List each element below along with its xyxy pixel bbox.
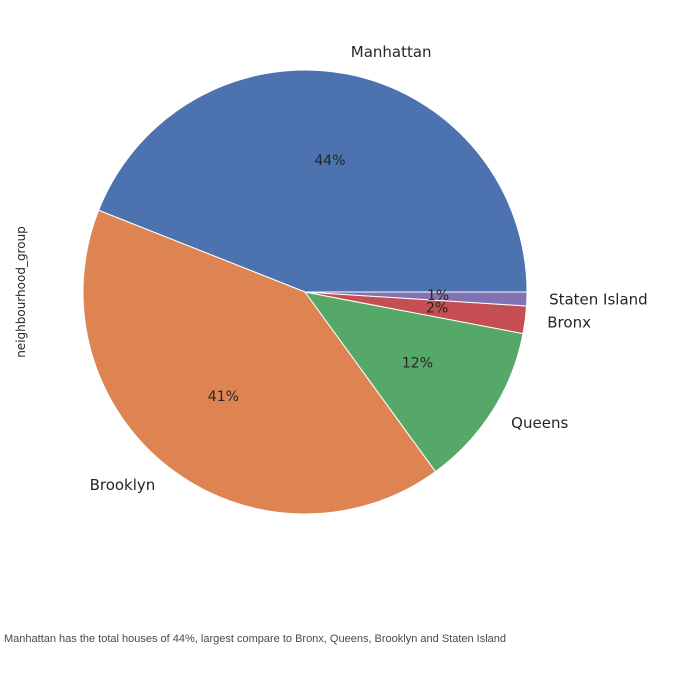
category-labels: Manhattan Brooklyn Queens Bronx Staten Islan… (90, 43, 648, 494)
percent-label-staten-island: 1% (427, 288, 449, 304)
percent-label-bronx: 2% (426, 301, 448, 317)
pie-slice-brooklyn (82, 209, 437, 515)
category-label-manhattan: Manhattan (351, 43, 432, 61)
percent-labels: 44% 41% 12% 2%1% (208, 153, 449, 405)
y-axis-label: neighbourhood_group (14, 226, 28, 358)
category-label-queens: Queens (511, 414, 568, 432)
category-label-bronx: Bronx (547, 314, 591, 332)
category-label-brooklyn: Brooklyn (90, 476, 156, 494)
pie-slice-queens (303, 291, 524, 473)
chart-caption: Manhattan has the total houses of 44%, l… (4, 633, 507, 645)
percent-label-manhattan: 44% (314, 153, 345, 169)
percent-label-brooklyn: 41% (208, 389, 239, 405)
pie-slices (82, 69, 528, 515)
pie-slice-manhattan (97, 69, 528, 293)
category-label-staten-island: Staten Island (549, 291, 648, 309)
pie-slice-staten-island (304, 291, 528, 307)
percent-label-queens: 12% (402, 355, 433, 371)
